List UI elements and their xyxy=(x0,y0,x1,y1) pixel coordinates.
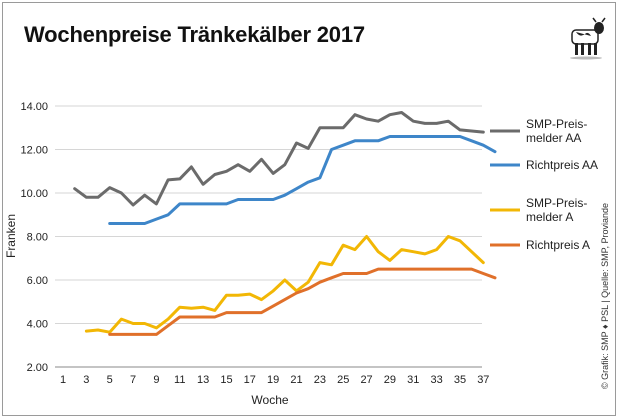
legend-label-3: SMP-Preis- xyxy=(526,196,587,210)
x-tick-label: 9 xyxy=(153,374,159,386)
x-tick-label: 21 xyxy=(290,374,302,386)
x-tick-label: 15 xyxy=(220,374,232,386)
legend-label-4: Richtpreis A xyxy=(526,238,590,252)
y-tick-label: 6.00 xyxy=(27,275,48,287)
y-tick-label: 14.00 xyxy=(20,101,48,113)
x-tick-label: 19 xyxy=(267,374,279,386)
x-tick-label: 33 xyxy=(430,374,442,386)
x-tick-label: 23 xyxy=(314,374,326,386)
x-tick-label: 29 xyxy=(384,374,396,386)
series-line-2 xyxy=(108,135,497,225)
x-tick-label: 31 xyxy=(407,374,419,386)
y-tick-label: 8.00 xyxy=(27,232,48,244)
x-tick-label: 3 xyxy=(83,374,89,386)
legend-label-2: Richtpreis AA xyxy=(526,158,598,172)
legend-label-1: SMP-Preis- xyxy=(526,117,587,131)
legend-label-1: melder AA xyxy=(526,131,581,145)
series-lines xyxy=(73,111,497,336)
x-tick-label: 17 xyxy=(244,374,256,386)
x-tick-label: 7 xyxy=(130,374,136,386)
y-axis-title: Franken xyxy=(4,214,18,258)
source-credit: © Grafik: SMP ♦ PSL | Quelle: SMP, Provi… xyxy=(600,203,610,389)
x-tick-label: 1 xyxy=(60,374,66,386)
gridlines xyxy=(55,105,482,368)
x-tick-label: 37 xyxy=(477,374,489,386)
x-tick-label: 11 xyxy=(174,374,185,386)
series-line-4 xyxy=(108,267,497,336)
x-tick-label: 13 xyxy=(197,374,209,386)
legend-label-3: melder A xyxy=(526,210,573,224)
y-tick-label: 4.00 xyxy=(27,319,48,331)
x-tick-label: 25 xyxy=(337,374,349,386)
chart-title: Wochenpreise Tränkekälber 2017 xyxy=(24,22,365,47)
x-axis-title: Woche xyxy=(251,393,288,407)
y-tick-label: 12.00 xyxy=(20,145,48,157)
legend: SMP-Preis-melder AA Richtpreis AA SMP-Prei… xyxy=(490,117,598,252)
x-tick-label: 27 xyxy=(360,374,372,386)
x-tick-label: 5 xyxy=(107,374,113,386)
cow-logo-icon xyxy=(570,17,606,60)
series-line-1 xyxy=(73,111,485,207)
series-line-3 xyxy=(84,235,485,334)
x-tick-label: 35 xyxy=(454,374,466,386)
y-tick-label: 2.00 xyxy=(27,362,48,374)
y-tick-label: 10.00 xyxy=(20,188,48,200)
